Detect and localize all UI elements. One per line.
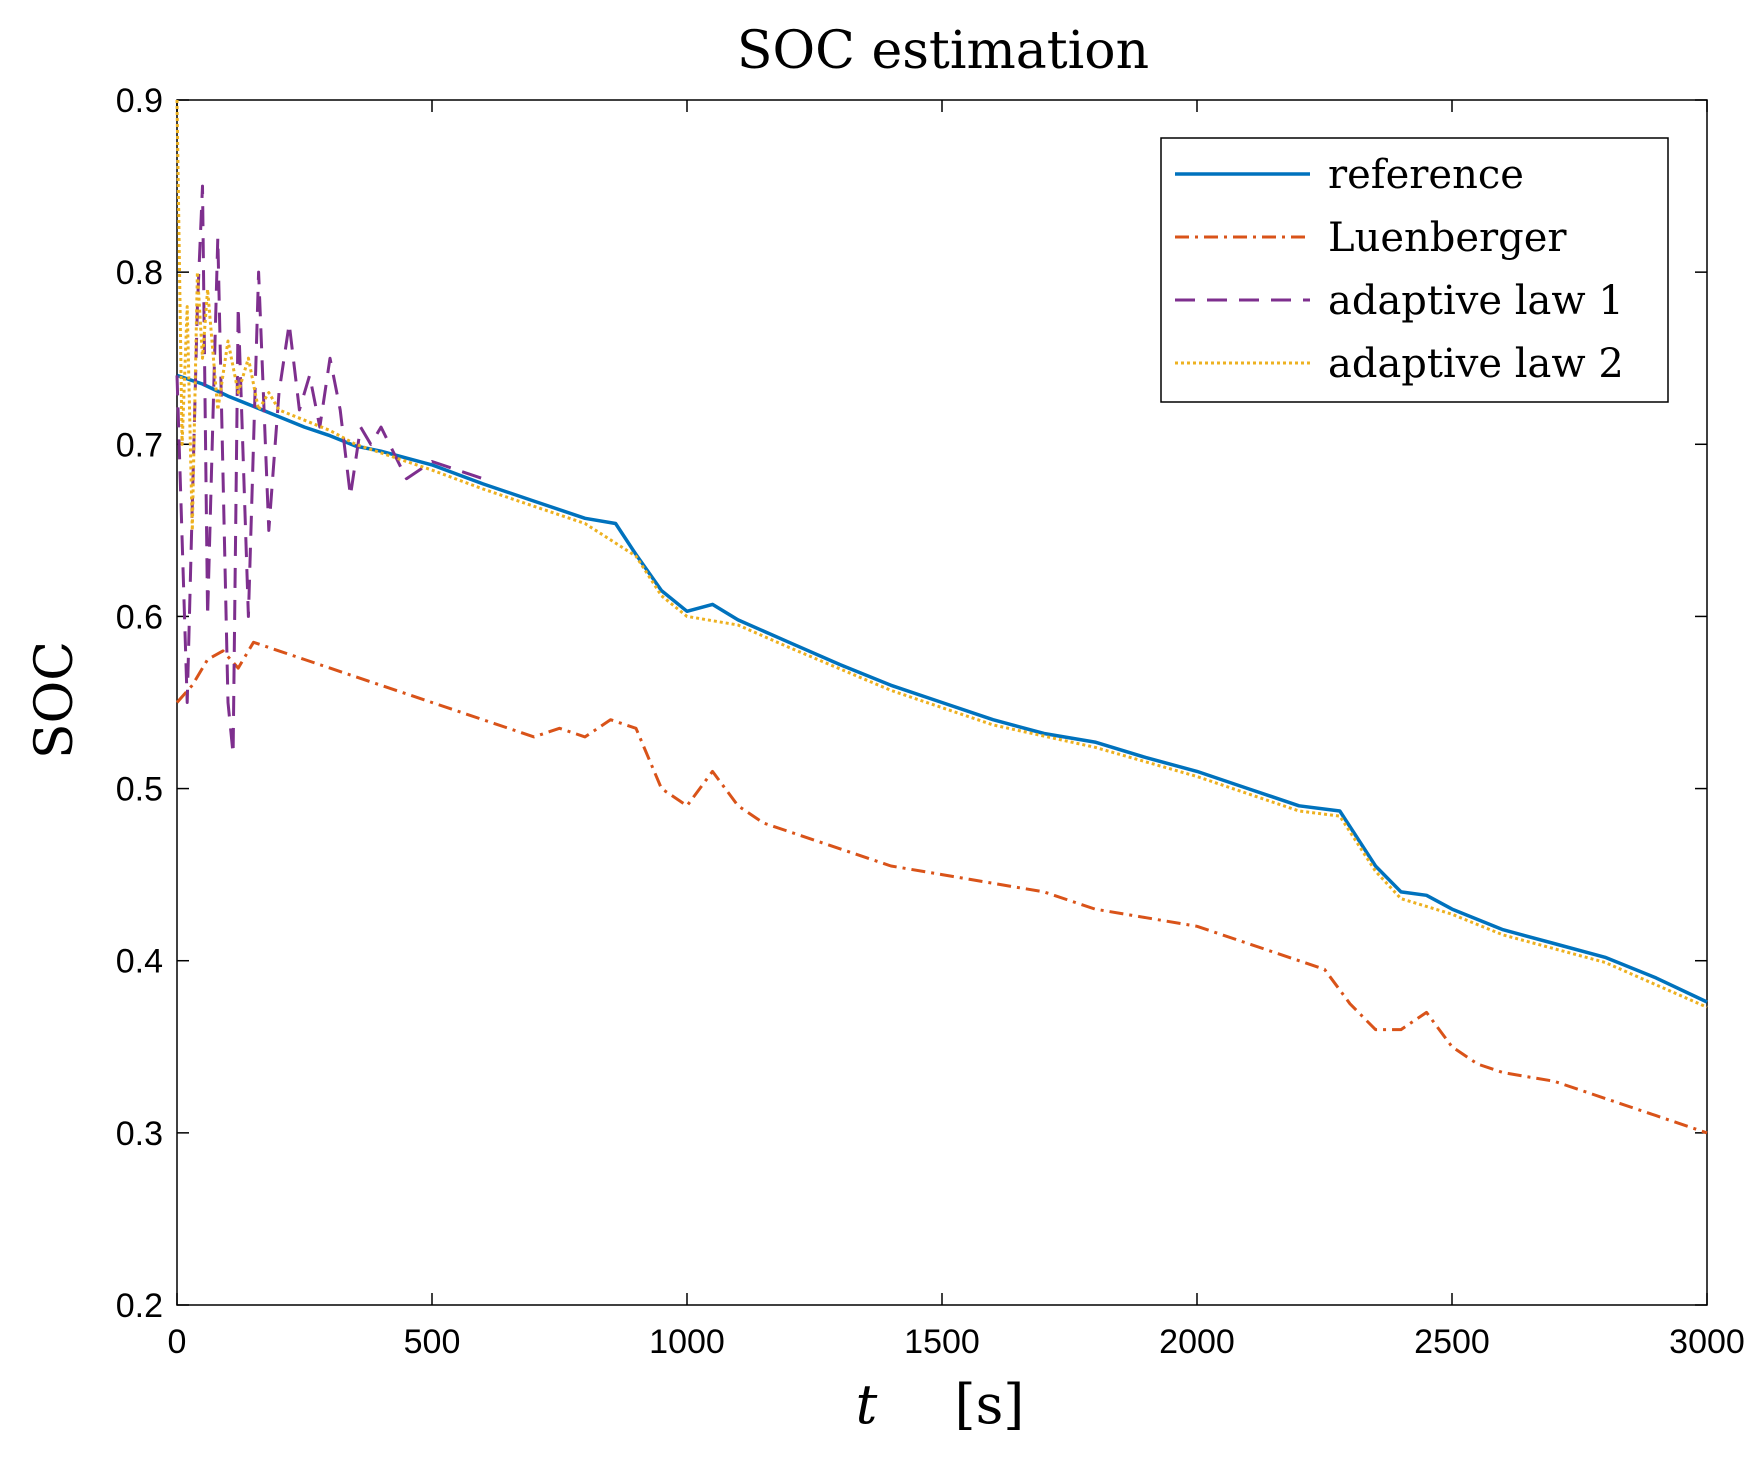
x-tick-label: 2000 <box>1159 1323 1235 1361</box>
x-tick-label: 2500 <box>1414 1323 1490 1361</box>
x-tick-label: 3000 <box>1669 1323 1745 1361</box>
y-tick-label: 0.9 <box>116 82 163 120</box>
y-tick-label: 0.7 <box>116 426 163 464</box>
y-axis-ticks: 0.2 0.3 0.4 0.5 0.6 0.7 0.8 0.9 <box>116 82 1707 1325</box>
series-line-reference <box>176 373 1708 1004</box>
x-tick-label: 1000 <box>649 1323 725 1361</box>
legend-box <box>1160 137 1669 403</box>
y-tick-label: 0.6 <box>116 598 163 636</box>
legend-label-reference: reference <box>1328 152 1524 198</box>
x-axis-unit: [s] <box>955 1373 1025 1436</box>
legend-label-adaptive-law-1: adaptive law 1 <box>1328 278 1624 324</box>
y-tick-label: 0.3 <box>116 1115 163 1153</box>
x-tick-label: 500 <box>404 1323 461 1361</box>
x-tick-label: 0 <box>168 1323 187 1361</box>
x-axis-variable: t <box>856 1373 878 1436</box>
series-line-luenberger <box>175 640 1708 1135</box>
legend: reference Luenberger adaptive law 1 adap… <box>1160 137 1669 403</box>
y-tick-label: 0.2 <box>116 1287 163 1325</box>
x-axis-label: t [s] <box>856 1373 1025 1436</box>
x-tick-label: 1500 <box>904 1323 980 1361</box>
y-tick-label: 0.8 <box>116 254 163 292</box>
y-tick-label: 0.5 <box>116 771 163 809</box>
x-axis-ticks: 0 500 1000 1500 2000 2500 3000 <box>168 100 1745 1361</box>
series-line-adaptive-law-2 <box>175 99 1708 1009</box>
series-layer <box>175 99 1708 1135</box>
legend-label-adaptive-law-2: adaptive law 2 <box>1328 341 1624 387</box>
legend-label-luenberger: Luenberger <box>1328 215 1567 261</box>
y-axis-label: SOC <box>25 641 85 759</box>
y-tick-label: 0.4 <box>116 943 163 981</box>
series-line-adaptive-law-1 <box>175 184 484 756</box>
chart-title: SOC estimation <box>737 21 1149 81</box>
